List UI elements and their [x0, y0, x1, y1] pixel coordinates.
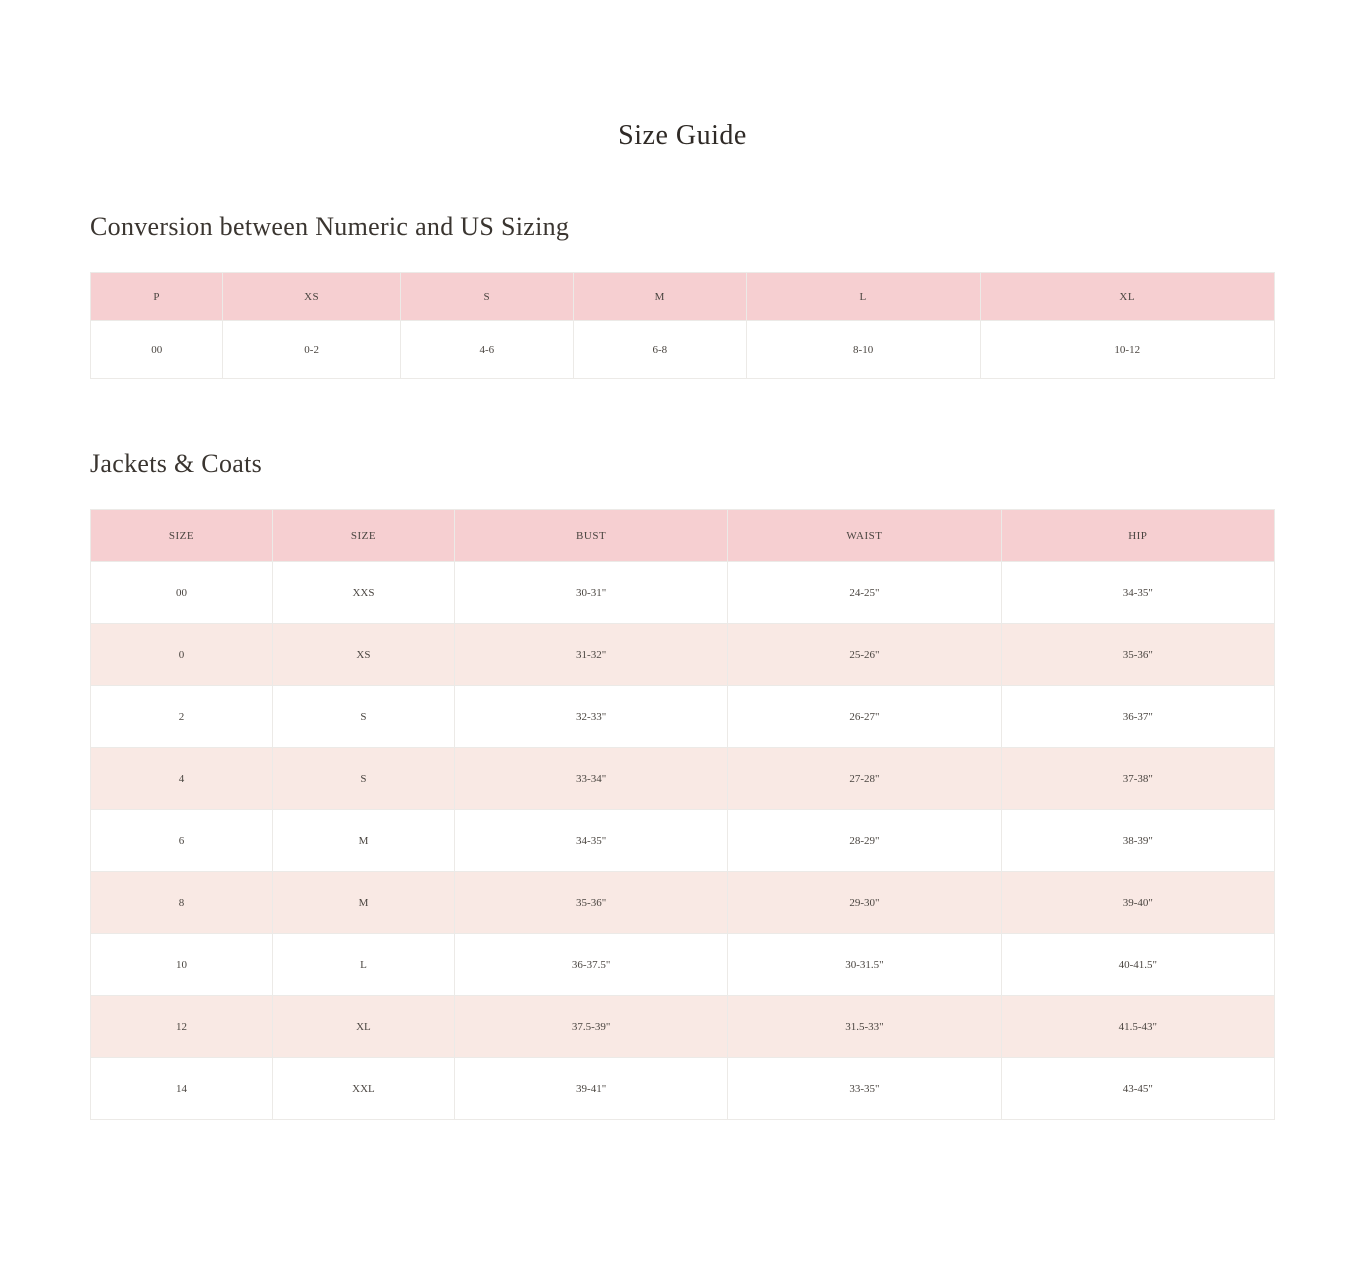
table-row: 6M34-35"28-29"38-39"	[91, 810, 1275, 872]
table-cell: 36-37.5"	[454, 934, 727, 996]
table-header: XL	[980, 273, 1275, 321]
table-cell: 40-41.5"	[1001, 934, 1274, 996]
table-header: P	[91, 273, 223, 321]
table-cell: 41.5-43"	[1001, 996, 1274, 1058]
table-cell: M	[272, 810, 454, 872]
table-cell: 34-35"	[454, 810, 727, 872]
table-cell: 6-8	[573, 321, 746, 379]
table-cell: 8	[91, 872, 273, 934]
table-row: 0XS31-32"25-26"35-36"	[91, 624, 1275, 686]
table-header: WAIST	[728, 510, 1001, 562]
table-cell: 35-36"	[1001, 624, 1274, 686]
table-cell: 37-38"	[1001, 748, 1274, 810]
jackets-section: Jackets & Coats SIZE SIZE BUST WAIST HIP…	[90, 449, 1275, 1120]
table-cell: M	[272, 872, 454, 934]
table-header-row: P XS S M L XL	[91, 273, 1275, 321]
table-header: SIZE	[91, 510, 273, 562]
table-cell: L	[272, 934, 454, 996]
table-row: 00 0-2 4-6 6-8 8-10 10-12	[91, 321, 1275, 379]
table-cell: 12	[91, 996, 273, 1058]
table-cell: 0	[91, 624, 273, 686]
table-cell: 24-25"	[728, 562, 1001, 624]
table-header: BUST	[454, 510, 727, 562]
table-cell: 26-27"	[728, 686, 1001, 748]
table-cell: 28-29"	[728, 810, 1001, 872]
table-header: HIP	[1001, 510, 1274, 562]
table-row: 14XXL39-41"33-35"43-45"	[91, 1058, 1275, 1120]
conversion-table: P XS S M L XL 00 0-2 4-6 6-8 8-10 10-12	[90, 272, 1275, 379]
table-cell: 32-33"	[454, 686, 727, 748]
table-header: M	[573, 273, 746, 321]
table-cell: S	[272, 748, 454, 810]
table-cell: 38-39"	[1001, 810, 1274, 872]
page-title: Size Guide	[90, 120, 1275, 152]
table-row: 2S32-33"26-27"36-37"	[91, 686, 1275, 748]
table-cell: 4-6	[400, 321, 573, 379]
table-row: 8M35-36"29-30"39-40"	[91, 872, 1275, 934]
table-cell: 34-35"	[1001, 562, 1274, 624]
table-cell: XL	[272, 996, 454, 1058]
table-cell: 37.5-39"	[454, 996, 727, 1058]
table-row: 12XL37.5-39"31.5-33"41.5-43"	[91, 996, 1275, 1058]
table-cell: 31-32"	[454, 624, 727, 686]
table-header-row: SIZE SIZE BUST WAIST HIP	[91, 510, 1275, 562]
table-cell: XXS	[272, 562, 454, 624]
table-row: 4S33-34"27-28"37-38"	[91, 748, 1275, 810]
table-cell: 33-34"	[454, 748, 727, 810]
table-cell: 10-12	[980, 321, 1275, 379]
table-cell: 10	[91, 934, 273, 996]
table-cell: 39-40"	[1001, 872, 1274, 934]
table-row: 10L36-37.5"30-31.5"40-41.5"	[91, 934, 1275, 996]
table-header: L	[746, 273, 980, 321]
table-cell: 00	[91, 321, 223, 379]
table-header: XS	[223, 273, 400, 321]
table-cell: 2	[91, 686, 273, 748]
table-header: S	[400, 273, 573, 321]
conversion-section: Conversion between Numeric and US Sizing…	[90, 212, 1275, 379]
table-cell: 31.5-33"	[728, 996, 1001, 1058]
table-cell: 30-31"	[454, 562, 727, 624]
table-cell: 0-2	[223, 321, 400, 379]
table-cell: 36-37"	[1001, 686, 1274, 748]
table-cell: 6	[91, 810, 273, 872]
table-cell: 25-26"	[728, 624, 1001, 686]
table-cell: 27-28"	[728, 748, 1001, 810]
table-cell: S	[272, 686, 454, 748]
table-cell: 43-45"	[1001, 1058, 1274, 1120]
table-cell: XS	[272, 624, 454, 686]
table-cell: 4	[91, 748, 273, 810]
table-cell: 33-35"	[728, 1058, 1001, 1120]
conversion-title: Conversion between Numeric and US Sizing	[90, 212, 1275, 242]
jackets-table: SIZE SIZE BUST WAIST HIP 00XXS30-31"24-2…	[90, 509, 1275, 1120]
table-cell: 29-30"	[728, 872, 1001, 934]
table-cell: 00	[91, 562, 273, 624]
table-cell: 30-31.5"	[728, 934, 1001, 996]
table-cell: XXL	[272, 1058, 454, 1120]
table-cell: 39-41"	[454, 1058, 727, 1120]
table-header: SIZE	[272, 510, 454, 562]
table-cell: 14	[91, 1058, 273, 1120]
jackets-title: Jackets & Coats	[90, 449, 1275, 479]
table-cell: 8-10	[746, 321, 980, 379]
table-cell: 35-36"	[454, 872, 727, 934]
table-row: 00XXS30-31"24-25"34-35"	[91, 562, 1275, 624]
